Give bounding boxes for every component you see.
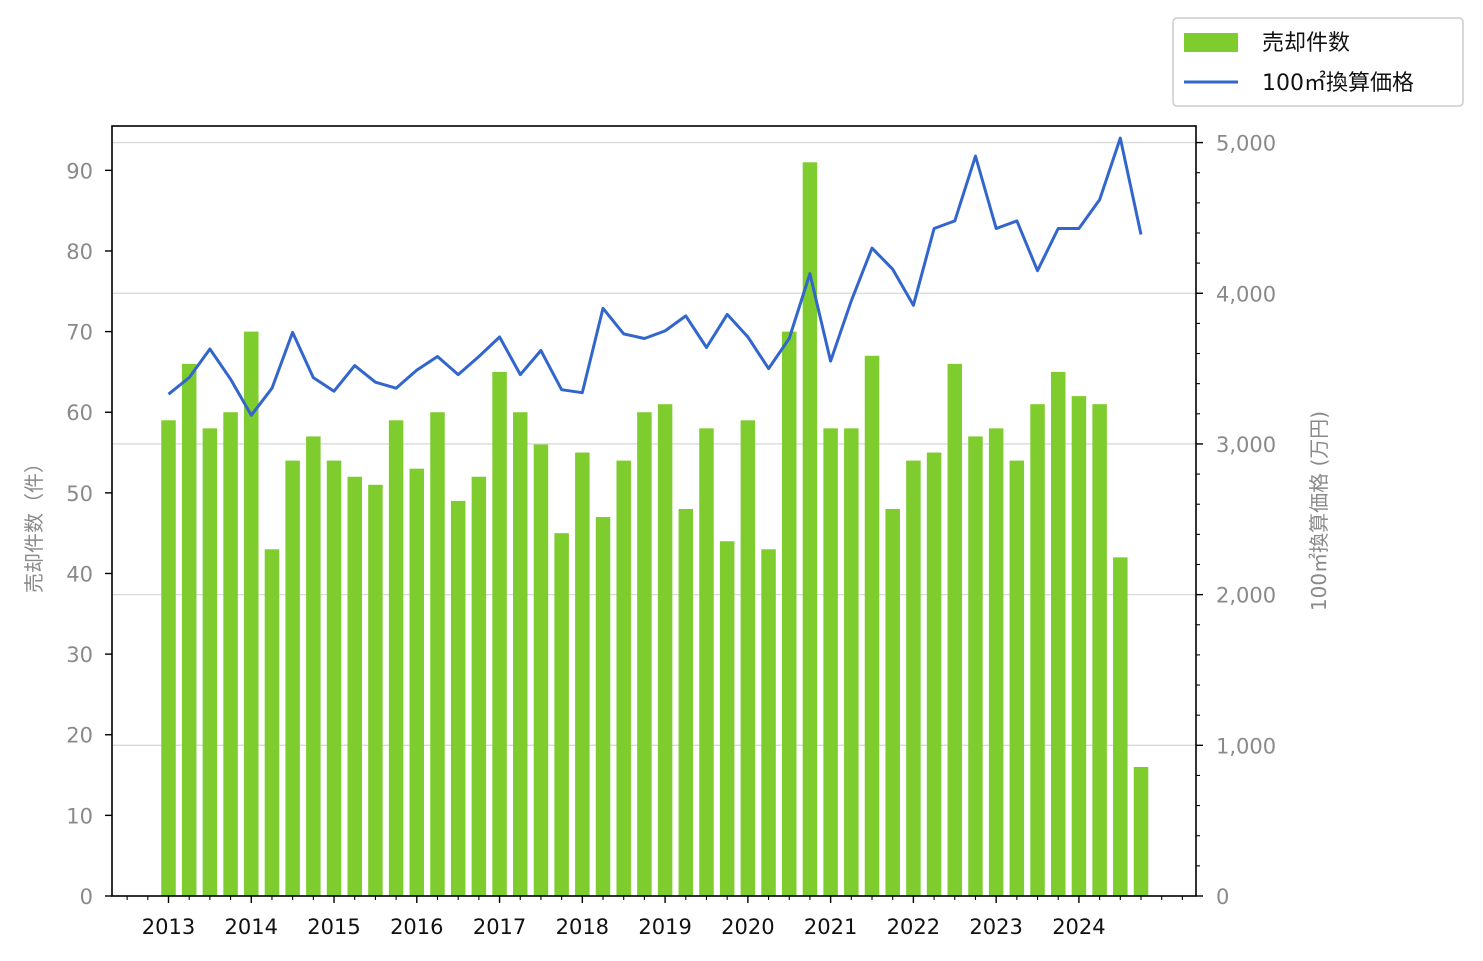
- bar: [616, 460, 631, 896]
- bar: [781, 331, 797, 897]
- y-right-tick-label: 3,000: [1216, 433, 1276, 457]
- y-left-tick-label: 60: [66, 401, 93, 425]
- y-left-tick-label: 50: [66, 482, 93, 506]
- bar: [492, 371, 507, 896]
- bar: [533, 444, 549, 896]
- y-left-tick-label: 80: [66, 240, 93, 264]
- y-left-tick-label: 20: [66, 724, 93, 748]
- bar: [823, 428, 838, 896]
- bar: [1133, 766, 1149, 896]
- bar: [306, 436, 321, 896]
- legend-bar-label: 売却件数: [1262, 31, 1350, 56]
- bar: [1071, 396, 1087, 896]
- y-left-tick-label: 70: [66, 321, 93, 345]
- x-tick-label: 2022: [887, 915, 940, 939]
- plot-frame: [111, 125, 1197, 897]
- bar: [988, 428, 1004, 896]
- bar: [1050, 371, 1066, 896]
- bar: [678, 508, 694, 896]
- bar: [244, 331, 259, 897]
- bar: [347, 476, 362, 896]
- bar: [409, 468, 425, 896]
- bar: [513, 412, 528, 896]
- bar: [285, 460, 300, 896]
- y-left-tick-label: 40: [66, 562, 93, 586]
- bar: [657, 404, 673, 896]
- legend-bar-swatch: [1184, 33, 1238, 52]
- bar: [802, 162, 818, 897]
- x-tick-label: 2015: [307, 915, 360, 939]
- y-right-tick-label: 2,000: [1216, 584, 1276, 608]
- bar: [719, 541, 735, 896]
- y-right-tick-label: 0: [1216, 885, 1229, 909]
- x-tick-label: 2021: [804, 915, 857, 939]
- bar: [947, 363, 963, 896]
- bar: [326, 460, 342, 896]
- bar: [1113, 557, 1128, 896]
- x-tick-label: 2013: [142, 915, 195, 939]
- y-left-tick-label: 10: [66, 804, 93, 828]
- x-tick-label: 2024: [1052, 915, 1105, 939]
- x-tick-label: 2019: [638, 915, 691, 939]
- x-tick-label: 2020: [721, 915, 774, 939]
- y-right-tick-label: 1,000: [1216, 734, 1276, 758]
- bar: [885, 508, 900, 896]
- bar: [181, 363, 197, 896]
- bar: [368, 484, 383, 896]
- y-left-tick-label: 90: [66, 159, 93, 183]
- bar: [864, 355, 880, 896]
- legend-line-label: 100㎡換算価格: [1262, 70, 1414, 96]
- x-tick-label: 2016: [390, 915, 443, 939]
- price-line: [167, 136, 1143, 417]
- y-right-tick-label: 4,000: [1216, 282, 1276, 306]
- bar: [1009, 460, 1025, 896]
- bar: [554, 533, 569, 896]
- x-tick-label: 2014: [225, 915, 278, 939]
- bars-layer: [161, 162, 1149, 897]
- y-axis-right-title: 100㎡換算価格 (万円): [1307, 411, 1331, 611]
- x-tick-label: 2017: [473, 915, 526, 939]
- bar: [264, 549, 280, 896]
- bar: [575, 452, 590, 896]
- bar: [740, 420, 756, 896]
- bar: [699, 428, 714, 896]
- bar: [926, 452, 942, 896]
- bar: [161, 420, 176, 896]
- bar: [761, 549, 776, 896]
- bar: [430, 412, 445, 896]
- y-left-tick-label: 0: [80, 885, 93, 909]
- y-axis-left-title: 売却件数（件）: [22, 453, 46, 593]
- bar: [1030, 404, 1045, 896]
- bar: [471, 476, 487, 896]
- bar: [595, 517, 611, 896]
- bar: [844, 428, 859, 896]
- bar: [968, 436, 983, 896]
- bar: [450, 500, 466, 896]
- bar: [637, 412, 652, 896]
- bar: [202, 428, 218, 896]
- x-tick-label: 2023: [969, 915, 1022, 939]
- legend: 売却件数 100㎡換算価格: [1172, 17, 1464, 107]
- bar: [906, 460, 921, 896]
- line-layer: [167, 136, 1143, 417]
- bar: [388, 420, 404, 896]
- x-tick-label: 2018: [556, 915, 609, 939]
- y-left-tick-label: 30: [66, 643, 93, 667]
- legend-box: [1172, 17, 1464, 107]
- bar: [1092, 404, 1107, 896]
- y-right-tick-label: 5,000: [1216, 132, 1276, 156]
- ticks-layer: 0 10 20 30 40 50 60 70 80 90 0 1,000 2,000 3,000 4,000…: [66, 132, 1276, 939]
- bar: [223, 412, 238, 896]
